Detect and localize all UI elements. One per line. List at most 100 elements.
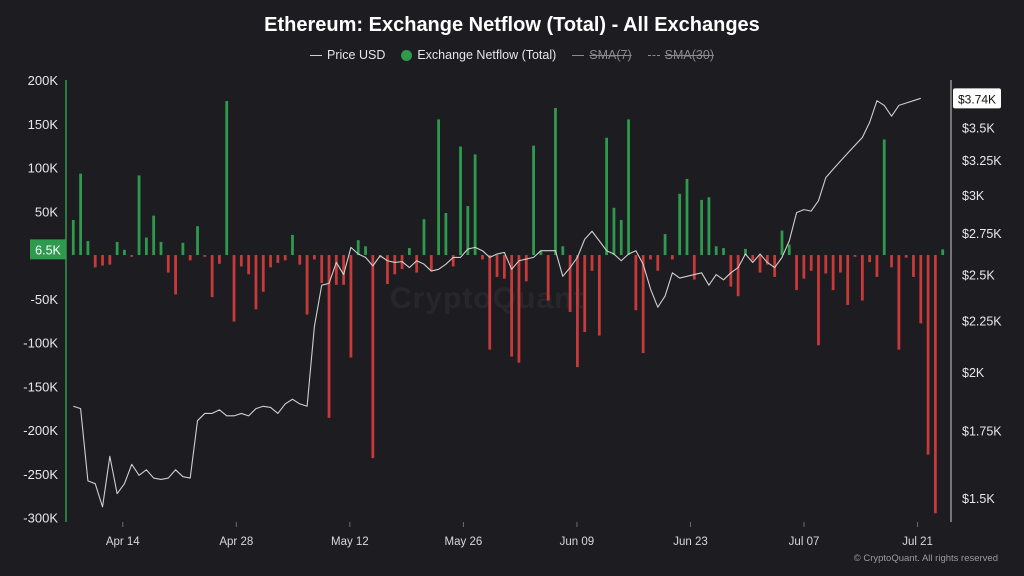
netflow-bar-negative xyxy=(174,255,177,295)
netflow-bar-positive xyxy=(152,215,156,256)
right-tick-label: $2.25K xyxy=(962,315,1002,329)
netflow-bar-negative xyxy=(342,255,346,285)
netflow-bar-negative xyxy=(641,255,645,354)
netflow-bar-negative xyxy=(320,255,324,284)
netflow-bar-positive xyxy=(780,230,784,256)
netflow-bar-positive xyxy=(941,249,945,256)
netflow-bar-positive xyxy=(364,246,367,256)
netflow-bar-positive xyxy=(627,119,630,256)
netflow-bar-positive xyxy=(71,220,75,256)
netflow-bar-negative xyxy=(108,255,112,265)
netflow-bar-negative xyxy=(919,255,923,324)
netflow-bar-negative xyxy=(451,255,455,267)
netflow-bar-negative xyxy=(597,255,601,336)
netflow-bar-negative xyxy=(583,255,587,333)
x-tick-label: May 26 xyxy=(445,536,483,548)
left-tick-label: 150K xyxy=(28,117,59,132)
netflow-bar-positive xyxy=(554,108,557,256)
netflow-bar-positive xyxy=(181,242,185,256)
dot-swatch-icon xyxy=(401,49,413,61)
netflow-bar-positive xyxy=(714,246,718,256)
netflow-bar-positive xyxy=(663,234,667,256)
netflow-bar-positive xyxy=(196,226,199,256)
netflow-bar-negative xyxy=(166,255,170,273)
netflow-bar-positive xyxy=(787,244,791,256)
x-tick-label: Apr 28 xyxy=(219,536,253,548)
netflow-bar-negative xyxy=(261,255,265,292)
netflow-bar-negative xyxy=(868,255,872,263)
left-tick-label: -100K xyxy=(23,336,58,351)
x-tick-label: Apr 14 xyxy=(106,536,140,548)
current-price-badge xyxy=(953,88,1001,109)
legend-label-price: Price USD xyxy=(327,48,386,62)
netflow-bar-positive xyxy=(605,137,609,256)
netflow-bar-positive xyxy=(123,249,126,256)
current-price-label: $3.74K xyxy=(958,92,996,106)
x-tick-label: Jun 23 xyxy=(673,536,708,548)
netflow-bar-negative xyxy=(634,255,638,311)
netflow-bar-negative xyxy=(218,255,221,264)
netflow-bar-negative xyxy=(349,255,353,358)
left-tick-label: -150K xyxy=(23,379,58,394)
line-swatch-icon xyxy=(572,54,585,56)
legend-item-price[interactable]: Price USD xyxy=(310,48,385,62)
legend-item-sma7[interactable]: SMA(7) xyxy=(572,48,632,62)
left-tick-label: -250K xyxy=(23,467,58,482)
netflow-bar-positive xyxy=(722,248,725,256)
netflow-bar-positive xyxy=(678,193,682,256)
legend-item-netflow[interactable]: Exchange Netflow (Total) xyxy=(401,48,556,62)
netflow-bar-negative xyxy=(802,255,806,279)
legend-label-sma30: SMA(30) xyxy=(664,48,714,62)
x-tick-label: Jul 07 xyxy=(789,536,820,548)
netflow-bar-negative xyxy=(860,255,864,301)
right-tick-label: $2.5K xyxy=(962,269,995,283)
watermark: CryptoQuant xyxy=(390,282,584,316)
current-netflow-label: 6.5K xyxy=(35,243,61,257)
netflow-bar-positive xyxy=(437,119,440,256)
netflow-bar-positive xyxy=(700,199,703,256)
netflow-bar-positive xyxy=(744,248,747,256)
netflow-bar-negative xyxy=(912,255,915,277)
netflow-bar-positive xyxy=(685,178,689,256)
netflow-bar-negative xyxy=(101,255,104,266)
copyright-text: © CryptoQuant. All rights reserved xyxy=(853,553,998,564)
netflow-bar-negative xyxy=(824,255,828,274)
netflow-bar-negative xyxy=(773,255,777,277)
netflow-bar-negative xyxy=(831,255,835,291)
legend-item-sma30[interactable]: SMA(30) xyxy=(647,48,714,62)
netflow-bar-negative xyxy=(334,255,338,285)
netflow-bar-positive xyxy=(144,237,148,256)
netflow-bar-positive xyxy=(407,248,411,256)
netflow-bar-negative xyxy=(846,255,850,305)
left-tick-label: -300K xyxy=(23,511,58,526)
netflow-bar-negative xyxy=(488,255,492,350)
netflow-bar-positive xyxy=(612,207,616,256)
netflow-bar-negative xyxy=(429,255,433,271)
netflow-bar-negative xyxy=(546,255,550,301)
dashed-swatch-icon xyxy=(647,54,660,56)
chart-legend: Price USD Exchange Netflow (Total) SMA(7… xyxy=(0,48,1024,62)
current-netflow-badge xyxy=(30,239,66,260)
netflow-bar-negative xyxy=(313,255,316,260)
netflow-bar-positive xyxy=(459,146,462,256)
netflow-bar-positive xyxy=(225,101,229,256)
legend-label-sma7: SMA(7) xyxy=(589,48,632,62)
netflow-bar-negative xyxy=(875,255,879,277)
netflow-bar-negative xyxy=(93,255,97,268)
right-tick-label: $3.5K xyxy=(962,121,995,135)
netflow-bar-positive xyxy=(707,197,711,256)
netflow-bar-negative xyxy=(692,255,696,280)
netflow-bar-positive xyxy=(356,240,360,256)
x-tick-label: Jul 21 xyxy=(902,536,933,548)
netflow-bar-negative xyxy=(649,255,652,260)
netflow-bar-negative xyxy=(926,255,930,455)
netflow-bar-positive xyxy=(619,220,623,256)
netflow-bar-negative xyxy=(510,255,514,357)
netflow-bar-negative xyxy=(890,255,893,268)
netflow-bar-negative xyxy=(590,255,594,271)
netflow-bar-negative xyxy=(415,255,419,273)
netflow-bar-positive xyxy=(422,219,426,256)
netflow-bar-positive xyxy=(79,173,82,256)
netflow-bar-negative xyxy=(210,255,214,298)
